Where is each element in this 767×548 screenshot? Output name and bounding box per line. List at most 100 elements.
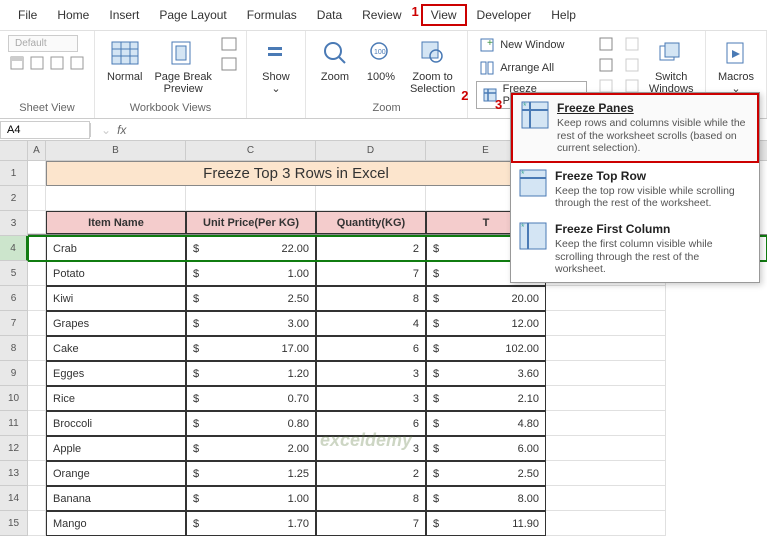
price-cell-12[interactable]: $2.00: [186, 436, 316, 461]
menu-data[interactable]: Data: [307, 4, 352, 26]
cell-A14[interactable]: [28, 486, 46, 511]
page-layout-icon[interactable]: [220, 35, 238, 53]
item-cell-9[interactable]: Egges: [46, 361, 186, 386]
cell-A13[interactable]: [28, 461, 46, 486]
menu-home[interactable]: Home: [47, 4, 99, 26]
cell-A10[interactable]: [28, 386, 46, 411]
dropdown-freeze-first-col[interactable]: * Freeze First Column Keep the first col…: [511, 216, 759, 282]
cell-F13[interactable]: [546, 461, 666, 486]
show-button[interactable]: Show⌄: [255, 35, 297, 97]
row-header-3[interactable]: 3: [0, 211, 28, 236]
cell-B2[interactable]: [46, 186, 186, 211]
header-cell-1[interactable]: Unit Price(Per KG): [186, 211, 316, 234]
row-header-4[interactable]: 4: [0, 236, 28, 261]
cell-F7[interactable]: [546, 311, 666, 336]
total-cell-14[interactable]: $8.00: [426, 486, 546, 511]
arrange-all-button[interactable]: Arrange All: [476, 58, 587, 78]
cell-F9[interactable]: [546, 361, 666, 386]
price-cell-9[interactable]: $1.20: [186, 361, 316, 386]
cell-A2[interactable]: [28, 186, 46, 211]
cell-A6[interactable]: [28, 286, 46, 311]
col-header-B[interactable]: B: [46, 141, 186, 160]
row-header-11[interactable]: 11: [0, 411, 28, 436]
title-cell[interactable]: Freeze Top 3 Rows in Excel: [46, 161, 546, 186]
cell-D2[interactable]: [316, 186, 426, 211]
item-cell-5[interactable]: Potato: [46, 261, 186, 286]
menu-formulas[interactable]: Formulas: [237, 4, 307, 26]
qty-cell-8[interactable]: 6: [316, 336, 426, 361]
row-header-2[interactable]: 2: [0, 186, 28, 211]
zoom-selection-button[interactable]: Zoom to Selection: [406, 35, 459, 97]
price-cell-15[interactable]: $1.70: [186, 511, 316, 536]
qty-cell-6[interactable]: 8: [316, 286, 426, 311]
total-cell-11[interactable]: $4.80: [426, 411, 546, 436]
price-cell-8[interactable]: $17.00: [186, 336, 316, 361]
hide-icon[interactable]: [597, 56, 615, 74]
cell-F10[interactable]: [546, 386, 666, 411]
price-cell-10[interactable]: $0.70: [186, 386, 316, 411]
total-cell-15[interactable]: $11.90: [426, 511, 546, 536]
item-cell-4[interactable]: Crab: [46, 236, 186, 261]
cell-F15[interactable]: [546, 511, 666, 536]
menu-page-layout[interactable]: Page Layout: [149, 4, 236, 26]
cell-A8[interactable]: [28, 336, 46, 361]
row-header-13[interactable]: 13: [0, 461, 28, 486]
cell-A9[interactable]: [28, 361, 46, 386]
total-cell-12[interactable]: $6.00: [426, 436, 546, 461]
row-header-7[interactable]: 7: [0, 311, 28, 336]
menu-view[interactable]: View: [421, 4, 467, 26]
item-cell-11[interactable]: Broccoli: [46, 411, 186, 436]
options-icon[interactable]: [68, 54, 86, 72]
item-cell-7[interactable]: Grapes: [46, 311, 186, 336]
row-header-8[interactable]: 8: [0, 336, 28, 361]
dropdown-freeze-panes[interactable]: 3 * Freeze Panes Keep rows and columns v…: [511, 93, 759, 163]
item-cell-14[interactable]: Banana: [46, 486, 186, 511]
row-header-10[interactable]: 10: [0, 386, 28, 411]
dropdown-freeze-top-row[interactable]: * Freeze Top Row Keep the top row visibl…: [511, 163, 759, 216]
row-header-1[interactable]: 1: [0, 161, 28, 186]
zoom-button[interactable]: Zoom: [314, 35, 356, 85]
zoom-100-button[interactable]: 100 100%: [360, 35, 402, 85]
cell-F14[interactable]: [546, 486, 666, 511]
custom-views-icon[interactable]: [220, 55, 238, 73]
cell-F11[interactable]: [546, 411, 666, 436]
qty-cell-5[interactable]: 7: [316, 261, 426, 286]
item-cell-15[interactable]: Mango: [46, 511, 186, 536]
view-side-icon[interactable]: [623, 35, 641, 53]
cell-F8[interactable]: [546, 336, 666, 361]
item-cell-6[interactable]: Kiwi: [46, 286, 186, 311]
cell-F12[interactable]: [546, 436, 666, 461]
header-cell-0[interactable]: Item Name: [46, 211, 186, 234]
cell-A3[interactable]: [28, 211, 46, 234]
total-cell-9[interactable]: $3.60: [426, 361, 546, 386]
macros-button[interactable]: Macros⌄: [714, 35, 758, 97]
col-header-D[interactable]: D: [316, 141, 426, 160]
menu-review[interactable]: Review: [352, 4, 411, 26]
cell-A12[interactable]: [28, 436, 46, 461]
price-cell-14[interactable]: $1.00: [186, 486, 316, 511]
row-header-12[interactable]: 12: [0, 436, 28, 461]
cell-A4[interactable]: [28, 236, 46, 261]
price-cell-13[interactable]: $1.25: [186, 461, 316, 486]
row-header-6[interactable]: 6: [0, 286, 28, 311]
row-header-14[interactable]: 14: [0, 486, 28, 511]
new-window-button[interactable]: + New Window: [476, 35, 587, 55]
keep-icon[interactable]: [8, 54, 26, 72]
row-header-15[interactable]: 15: [0, 511, 28, 536]
name-box[interactable]: [0, 121, 90, 139]
page-break-button[interactable]: Page Break Preview: [150, 35, 215, 97]
cell-A1[interactable]: [28, 161, 46, 186]
qty-cell-12[interactable]: 3: [316, 436, 426, 461]
item-cell-13[interactable]: Orange: [46, 461, 186, 486]
cell-F6[interactable]: [546, 286, 666, 311]
cell-A5[interactable]: [28, 261, 46, 286]
price-cell-11[interactable]: $0.80: [186, 411, 316, 436]
exit-icon[interactable]: [28, 54, 46, 72]
select-all-corner[interactable]: [0, 141, 28, 161]
item-cell-10[interactable]: Rice: [46, 386, 186, 411]
sheet-view-select[interactable]: [8, 35, 78, 52]
row-header-5[interactable]: 5: [0, 261, 28, 286]
menu-file[interactable]: File: [8, 4, 47, 26]
normal-view-button[interactable]: Normal: [103, 35, 146, 85]
menu-developer[interactable]: Developer: [467, 4, 542, 26]
